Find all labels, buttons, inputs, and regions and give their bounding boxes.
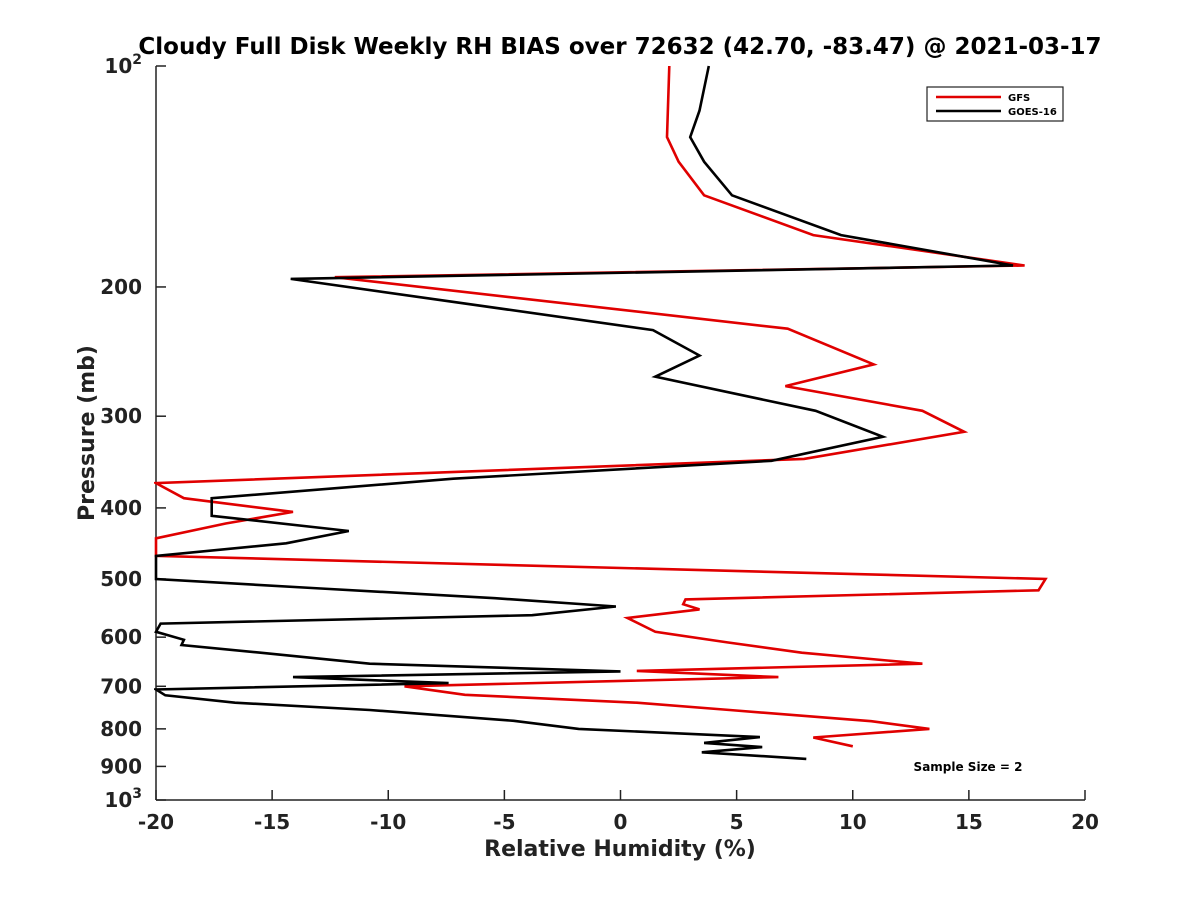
chart-title: Cloudy Full Disk Weekly RH BIAS over 726…: [138, 34, 1101, 60]
y-tick-label: 900: [100, 754, 142, 778]
x-tick-label: 15: [955, 810, 983, 834]
series-line-goes-16: [154, 65, 1014, 761]
y-tick-label: 300: [100, 404, 142, 428]
legend: GFS GOES-16: [926, 86, 1064, 122]
series-line-gfs: [154, 65, 1048, 748]
legend-box: [926, 86, 1064, 122]
y-tick-label: 700: [100, 674, 142, 698]
x-tick-label: -5: [493, 810, 515, 834]
y-tick-label: 103: [104, 786, 142, 812]
y-tick-label: 102: [104, 52, 142, 78]
y-tick-label: 500: [100, 567, 142, 591]
x-tick-label: 0: [614, 810, 628, 834]
x-tick-label: -15: [254, 810, 290, 834]
y-tick-label: 800: [100, 717, 142, 741]
x-axis-label: Relative Humidity (%): [484, 837, 756, 862]
x-tick-label: -10: [370, 810, 406, 834]
x-tick-label: 10: [839, 810, 867, 834]
legend-entry: GFS: [1008, 93, 1030, 104]
x-tick-label: -20: [138, 810, 174, 834]
sample-size-annotation: Sample Size = 2: [914, 760, 1023, 774]
x-tick-label: 5: [730, 810, 744, 834]
legend-entry: GOES-16: [1008, 107, 1057, 118]
y-tick-label: 400: [100, 496, 142, 520]
y-tick-label: 600: [100, 625, 142, 649]
plot-area: -20 -15 -10 -5 0 5 10 15 20 102 200 300 400 500 600 700…: [100, 52, 1099, 834]
y-tick-label: 200: [100, 275, 142, 299]
y-axis-label: Pressure (mb): [75, 345, 100, 521]
x-tick-label: 20: [1071, 810, 1099, 834]
